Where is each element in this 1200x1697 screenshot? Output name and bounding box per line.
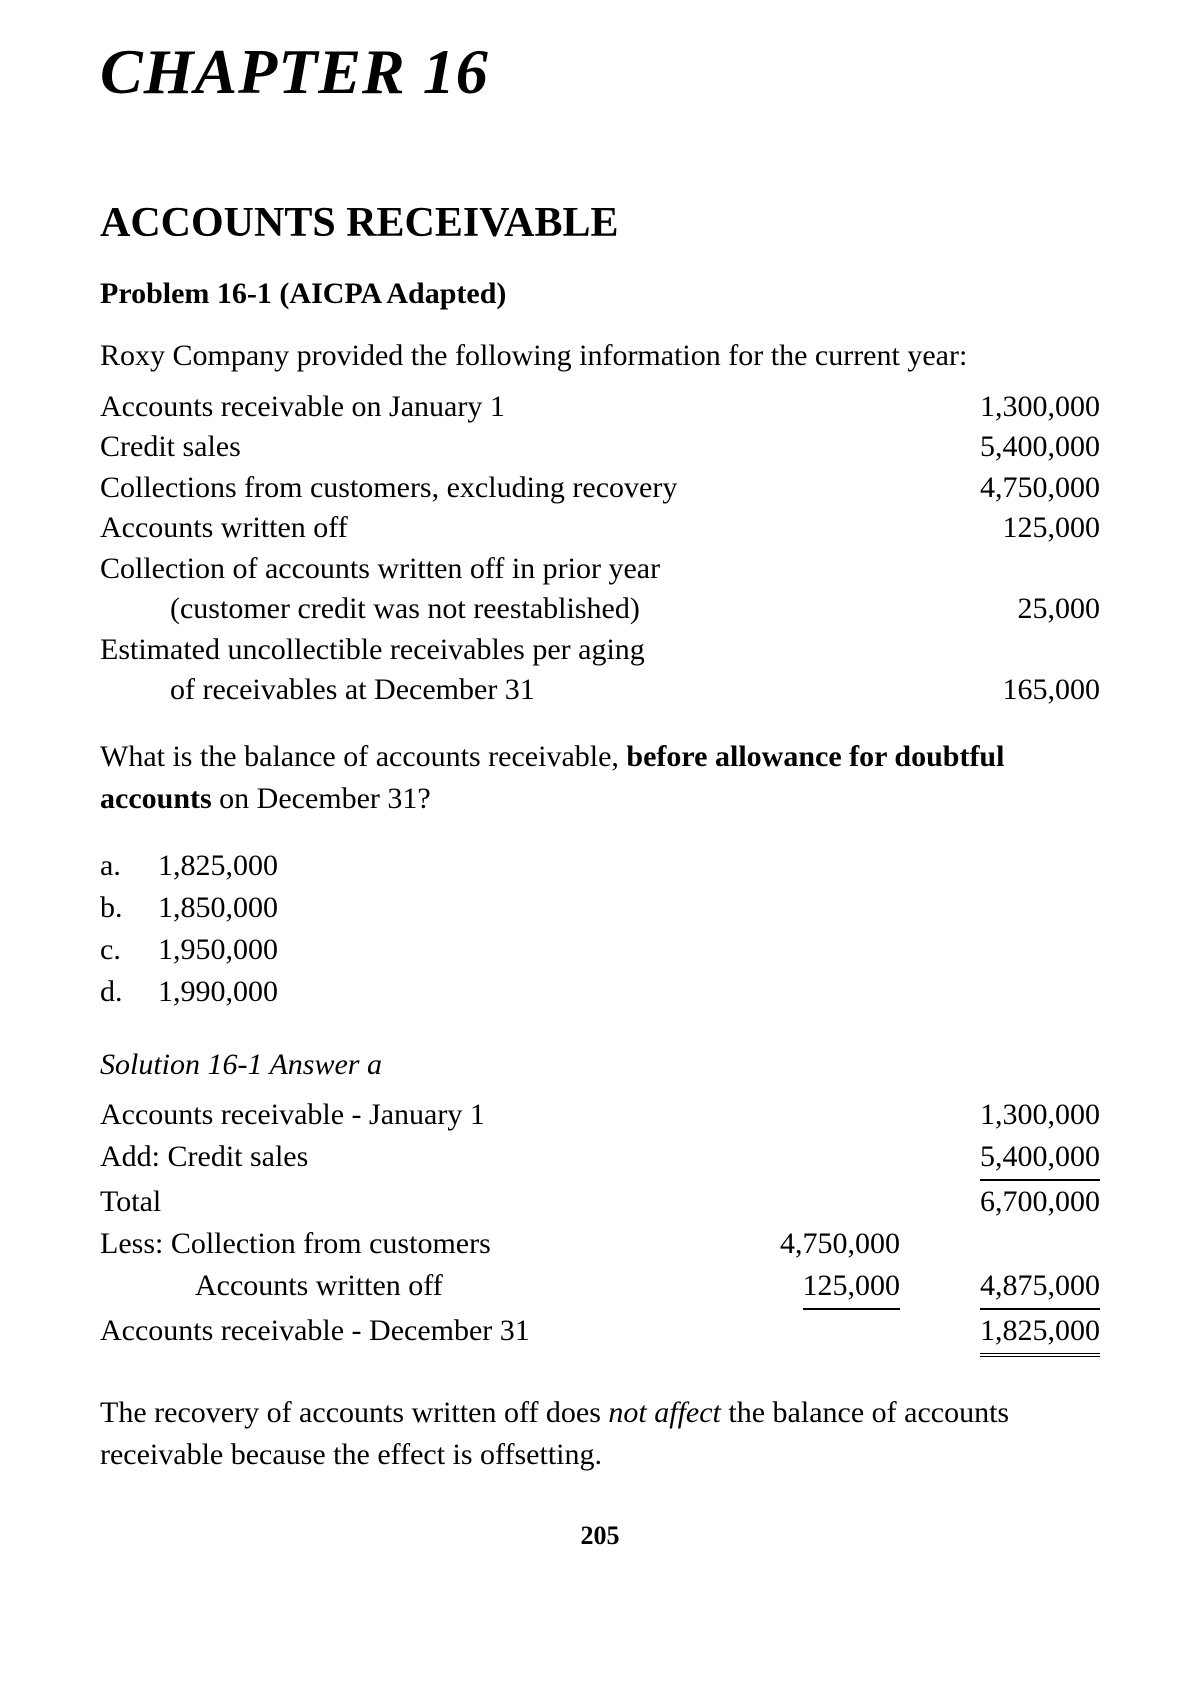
problem-intro: Roxy Company provided the following info… [100,336,1100,377]
underlined-amount: 5,400,000 [980,1136,1100,1181]
choice-c: c. 1,950,000 [100,929,1100,971]
data-label-indent: of receivables at December 31 [100,670,900,711]
solution-amount: 1,825,000 [900,1310,1100,1357]
data-amount: 125,000 [900,508,1100,549]
note-pre: The recovery of accounts written off doe… [100,1396,608,1429]
solution-row: Accounts written off 125,000 4,875,000 [100,1265,1100,1310]
solution-row: Total 6,700,000 [100,1181,1100,1223]
solution-note: The recovery of accounts written off doe… [100,1392,1100,1476]
solution-label: Add: Credit sales [100,1136,700,1181]
data-row: Collections from customers, excluding re… [100,468,1100,509]
choice-value: 1,950,000 [158,929,278,971]
data-row: Credit sales 5,400,000 [100,427,1100,468]
solution-row: Less: Collection from customers 4,750,00… [100,1223,1100,1265]
solution-row: Accounts receivable - January 1 1,300,00… [100,1094,1100,1136]
answer-choices: a. 1,825,000 b. 1,850,000 c. 1,950,000 d… [100,845,1100,1013]
solution-label: Accounts receivable - January 1 [100,1094,700,1136]
section-title: ACCOUNTS RECEIVABLE [100,199,1100,247]
choice-d: d. 1,990,000 [100,971,1100,1013]
choice-value: 1,850,000 [158,887,278,929]
data-amount: 1,300,000 [900,387,1100,428]
problem-question: What is the balance of accounts receivab… [100,736,1100,820]
underlined-amount: 125,000 [803,1265,901,1310]
solution-amount: 1,300,000 [900,1094,1100,1136]
solution-amount: 4,875,000 [900,1265,1100,1310]
solution-amount: 5,400,000 [900,1136,1100,1181]
data-amount: 165,000 [900,670,1100,711]
choice-b: b. 1,850,000 [100,887,1100,929]
page: CHAPTER 16 ACCOUNTS RECEIVABLE Problem 1… [0,0,1200,1697]
solution-label: Total [100,1181,700,1223]
solution-row: Add: Credit sales 5,400,000 [100,1136,1100,1181]
solution-mid: 125,000 [700,1265,900,1310]
solution-label: Less: Collection from customers [100,1223,700,1265]
problem-heading: Problem 16-1 (AICPA Adapted) [100,277,1100,311]
choice-letter: c. [100,929,140,971]
data-label: Accounts written off [100,508,900,549]
solution-label: Accounts receivable - December 31 [100,1310,700,1357]
data-label: Estimated uncollectible receivables per … [100,630,900,671]
solution-row: Accounts receivable - December 31 1,825,… [100,1310,1100,1357]
data-row: Collection of accounts written off in pr… [100,549,1100,590]
solution-mid [700,1310,900,1357]
solution-mid [700,1136,900,1181]
solution-label-indent: Accounts written off [100,1265,700,1310]
solution-mid [700,1094,900,1136]
choice-value: 1,990,000 [158,971,278,1013]
data-amount: 25,000 [900,589,1100,630]
solution-amount: 6,700,000 [900,1181,1100,1223]
data-label: Credit sales [100,427,900,468]
question-post: on December 31? [212,782,431,815]
data-row: (customer credit was not reestablished) … [100,589,1100,630]
data-row: Accounts written off 125,000 [100,508,1100,549]
page-number: 205 [100,1521,1100,1551]
choice-value: 1,825,000 [158,845,278,887]
data-amount: 4,750,000 [900,468,1100,509]
data-row: of receivables at December 31 165,000 [100,670,1100,711]
data-label-indent: (customer credit was not reestablished) [100,589,900,630]
data-row: Accounts receivable on January 1 1,300,0… [100,387,1100,428]
chapter-title: CHAPTER 16 [100,35,1100,109]
solution-mid: 4,750,000 [700,1223,900,1265]
choice-a: a. 1,825,000 [100,845,1100,887]
underlined-amount: 4,875,000 [980,1265,1100,1310]
double-underlined-amount: 1,825,000 [980,1310,1100,1357]
solution-mid [700,1181,900,1223]
note-emphasis: not affect [608,1396,720,1429]
solution-heading: Solution 16-1 Answer a [100,1048,1100,1082]
data-amount: 5,400,000 [900,427,1100,468]
data-row: Estimated uncollectible receivables per … [100,630,1100,671]
solution-amount [900,1223,1100,1265]
data-label: Accounts receivable on January 1 [100,387,900,428]
choice-letter: d. [100,971,140,1013]
question-pre: What is the balance of accounts receivab… [100,740,626,773]
choice-letter: a. [100,845,140,887]
data-label: Collection of accounts written off in pr… [100,549,900,590]
choice-letter: b. [100,887,140,929]
data-label: Collections from customers, excluding re… [100,468,900,509]
